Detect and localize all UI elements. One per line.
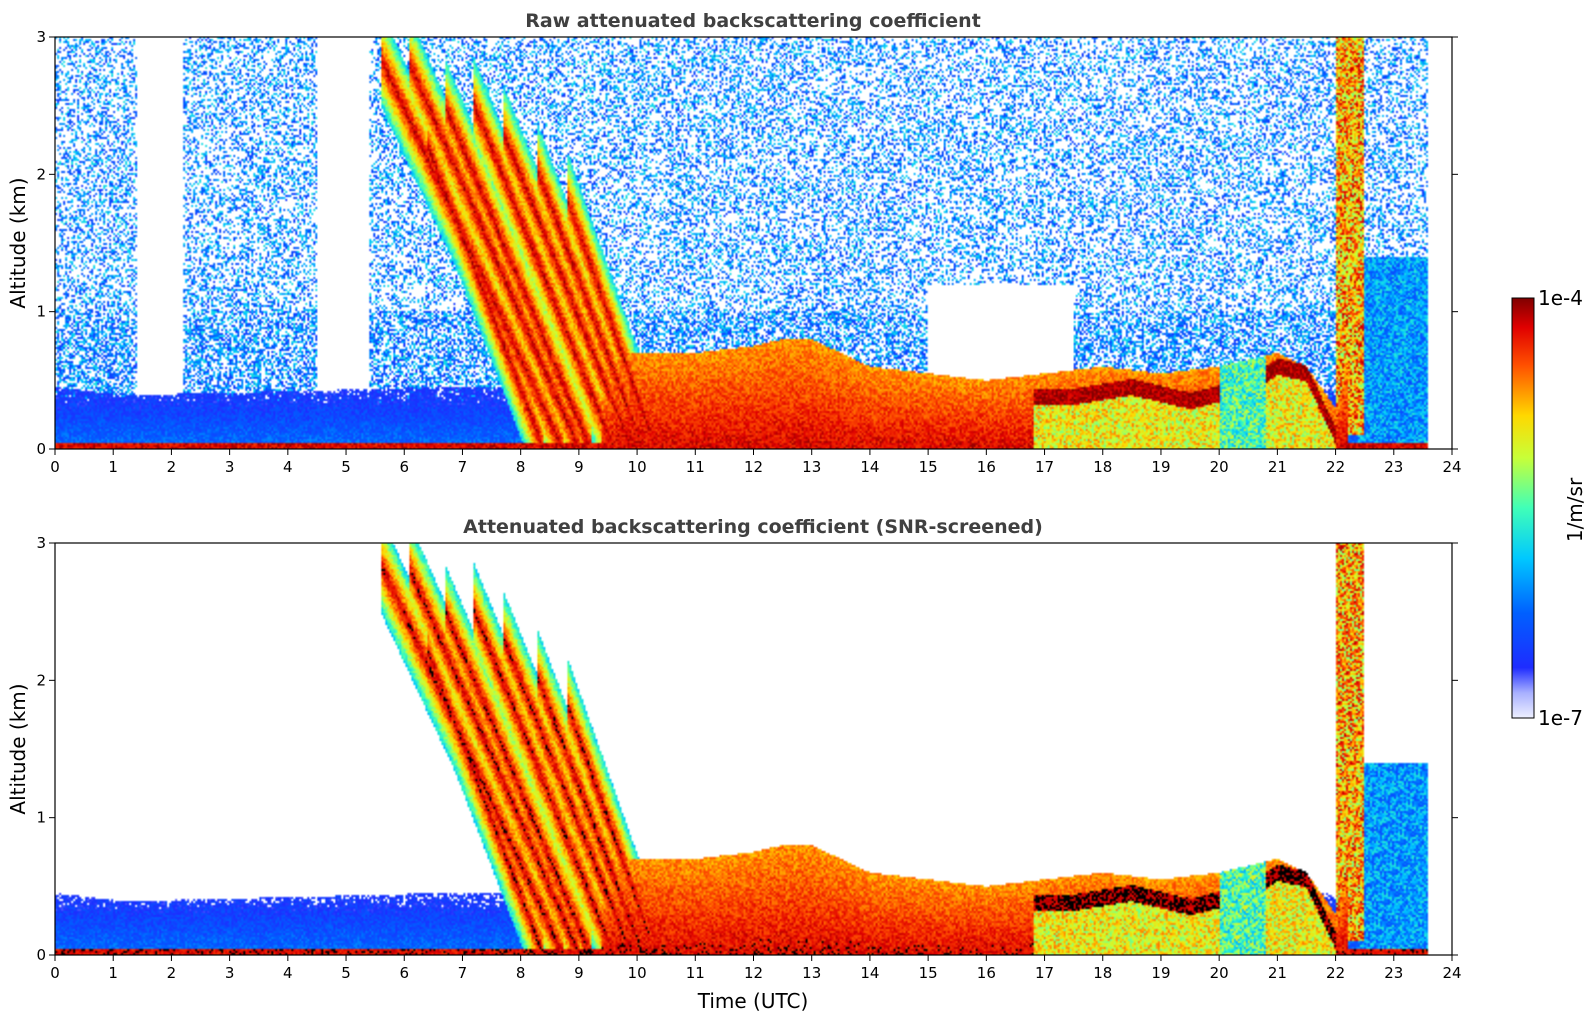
x-axis-label: Time (UTC) (697, 989, 809, 1013)
heatmap-screened (55, 543, 1452, 955)
x-tick-label: 6 (399, 964, 409, 982)
x-tick-label: 0 (50, 458, 60, 476)
heatmap-raw (55, 37, 1452, 449)
panel-screened-title: Attenuated backscattering coefficient (S… (463, 516, 1043, 538)
colorbar-max-label: 1e-4 (1538, 286, 1583, 310)
y-ticks-raw: 0 1 2 3 (36, 28, 1458, 458)
x-tick-label: 12 (744, 458, 763, 476)
x-tick-label: 11 (686, 458, 705, 476)
x-tick-label: 16 (977, 964, 996, 982)
x-tick-label: 14 (860, 964, 879, 982)
x-tick-label: 15 (919, 964, 938, 982)
panel-raw: Raw attenuated backscattering coefficien… (6, 10, 1462, 476)
x-tick-label: 17 (1035, 458, 1054, 476)
x-tick-label: 19 (1151, 964, 1170, 982)
colorbar-gradient (1511, 297, 1535, 719)
x-ticks-screened: 0 1 2 3 4 5 6 7 8 9 10 11 12 13 14 15 16 17 18 19 20 21 22 23 24 (50, 955, 1462, 982)
x-tick-label: 7 (458, 458, 468, 476)
x-tick-label: 14 (860, 458, 879, 476)
y-axis-label-raw: Altitude (km) (6, 177, 30, 308)
x-tick-label: 18 (1093, 964, 1112, 982)
panel-screened: Attenuated backscattering coefficient (S… (6, 516, 1462, 1013)
x-tick-label: 13 (802, 458, 821, 476)
x-tick-label: 16 (977, 458, 996, 476)
x-tick-label: 11 (686, 964, 705, 982)
x-tick-label: 18 (1093, 458, 1112, 476)
x-tick-label: 20 (1210, 458, 1229, 476)
x-tick-label: 4 (283, 458, 293, 476)
x-tick-label: 6 (399, 458, 409, 476)
y-tick-label: 1 (36, 809, 46, 827)
x-tick-label: 3 (225, 458, 235, 476)
x-tick-label: 2 (167, 964, 177, 982)
x-tick-label: 10 (628, 964, 647, 982)
colorbar-unit-label: 1/m/sr (1563, 477, 1587, 542)
x-tick-label: 5 (341, 964, 351, 982)
x-tick-label: 7 (458, 964, 468, 982)
x-tick-label: 0 (50, 964, 60, 982)
colorbar-min-label: 1e-7 (1538, 706, 1583, 730)
x-tick-label: 1 (108, 458, 118, 476)
x-tick-label: 4 (283, 964, 293, 982)
x-tick-label: 23 (1384, 964, 1403, 982)
x-tick-label: 8 (516, 458, 526, 476)
x-tick-label: 20 (1210, 964, 1229, 982)
x-ticks-raw: 0 1 2 3 4 5 6 7 8 9 10 11 12 13 14 15 16 17 18 19 20 21 22 23 24 (50, 449, 1462, 476)
y-tick-label: 0 (36, 440, 46, 458)
x-tick-label: 21 (1268, 964, 1287, 982)
y-tick-label: 2 (36, 671, 46, 689)
x-tick-label: 12 (744, 964, 763, 982)
colorbar: 1e-4 1e-7 1/m/sr (1511, 286, 1587, 730)
x-tick-label: 24 (1442, 458, 1461, 476)
x-tick-label: 17 (1035, 964, 1054, 982)
y-axis-label-screened: Altitude (km) (6, 683, 30, 814)
y-tick-label: 3 (36, 534, 46, 552)
x-tick-label: 1 (108, 964, 118, 982)
x-tick-label: 21 (1268, 458, 1287, 476)
y-tick-label: 1 (36, 303, 46, 321)
x-tick-label: 24 (1442, 964, 1461, 982)
x-tick-label: 3 (225, 964, 235, 982)
x-tick-label: 13 (802, 964, 821, 982)
x-tick-label: 5 (341, 458, 351, 476)
x-tick-label: 19 (1151, 458, 1170, 476)
x-tick-label: 8 (516, 964, 526, 982)
x-tick-label: 15 (919, 458, 938, 476)
y-ticks-screened: 0 1 2 3 (36, 534, 1458, 964)
x-tick-label: 22 (1326, 458, 1345, 476)
y-tick-label: 0 (36, 946, 46, 964)
x-tick-label: 23 (1384, 458, 1403, 476)
x-tick-label: 9 (574, 964, 584, 982)
x-tick-label: 10 (628, 458, 647, 476)
x-tick-label: 9 (574, 458, 584, 476)
y-tick-label: 2 (36, 165, 46, 183)
y-tick-label: 3 (36, 28, 46, 46)
x-tick-label: 22 (1326, 964, 1345, 982)
panel-raw-title: Raw attenuated backscattering coefficien… (525, 10, 981, 32)
x-tick-label: 2 (167, 458, 177, 476)
